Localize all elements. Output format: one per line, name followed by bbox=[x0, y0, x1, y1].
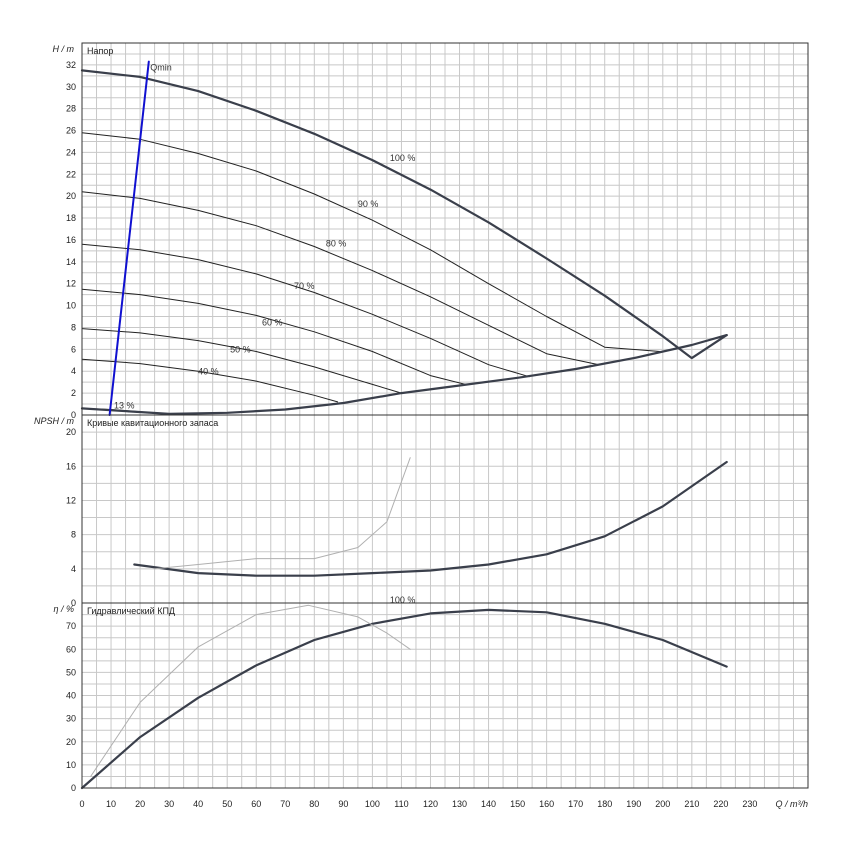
curve-label: 40 % bbox=[198, 367, 219, 377]
y-tick-label: 8 bbox=[71, 530, 76, 540]
x-tick-label: 100 bbox=[365, 799, 380, 809]
panel-title: Кривые кавитационного запаса bbox=[87, 418, 218, 428]
curve-label: 70 % bbox=[294, 281, 315, 291]
series-line bbox=[90, 604, 411, 777]
y-tick-label: 22 bbox=[66, 169, 76, 179]
y-tick-label: 18 bbox=[66, 213, 76, 223]
y-tick-label: 12 bbox=[66, 279, 76, 289]
y-tick-label: 4 bbox=[71, 564, 76, 574]
y-axis-title: H / m bbox=[53, 44, 75, 54]
x-tick-label: 50 bbox=[222, 799, 232, 809]
x-tick-label: 130 bbox=[452, 799, 467, 809]
y-tick-label: 0 bbox=[71, 410, 76, 420]
series-line-Qmin bbox=[108, 60, 150, 416]
y-tick-label: 60 bbox=[66, 644, 76, 654]
x-tick-label: 150 bbox=[510, 799, 525, 809]
y-tick-label: 10 bbox=[66, 760, 76, 770]
series-line bbox=[133, 460, 728, 577]
y-tick-label: 6 bbox=[71, 344, 76, 354]
y-tick-label: 40 bbox=[66, 691, 76, 701]
y-tick-label: 28 bbox=[66, 104, 76, 114]
series-line-50 bbox=[81, 328, 402, 394]
x-tick-label: 210 bbox=[684, 799, 699, 809]
y-tick-label: 2 bbox=[71, 388, 76, 398]
x-tick-label: 120 bbox=[423, 799, 438, 809]
x-tick-label: 90 bbox=[338, 799, 348, 809]
x-tick-label: 160 bbox=[539, 799, 554, 809]
y-tick-label: 16 bbox=[66, 461, 76, 471]
x-tick-label: 110 bbox=[394, 799, 408, 809]
curve-label: 100 % bbox=[390, 595, 416, 605]
x-tick-label: 230 bbox=[742, 799, 757, 809]
y-tick-label: 0 bbox=[71, 783, 76, 793]
y-tick-label: 10 bbox=[66, 301, 76, 311]
y-tick-label: 30 bbox=[66, 82, 76, 92]
series-line-100 bbox=[80, 608, 728, 790]
series-line-40 bbox=[81, 358, 339, 403]
x-tick-label: 220 bbox=[713, 799, 728, 809]
y-tick-label: 12 bbox=[66, 495, 76, 505]
y-tick-label: 26 bbox=[66, 126, 76, 136]
x-tick-label: 70 bbox=[280, 799, 290, 809]
y-tick-label: 20 bbox=[66, 191, 76, 201]
x-axis-title: Q / m³/h bbox=[775, 799, 808, 809]
y-tick-label: 16 bbox=[66, 235, 76, 245]
x-tick-label: 20 bbox=[135, 799, 145, 809]
series-line-100 bbox=[80, 69, 728, 360]
curve-label: 60 % bbox=[262, 317, 283, 327]
y-tick-label: 30 bbox=[66, 714, 76, 724]
y-axis-title: η / % bbox=[53, 604, 74, 614]
curve-label: 100 % bbox=[390, 153, 416, 163]
x-tick-label: 200 bbox=[655, 799, 670, 809]
y-tick-label: 50 bbox=[66, 667, 76, 677]
y-tick-label: 20 bbox=[66, 737, 76, 747]
y-tick-label: 8 bbox=[71, 322, 76, 332]
x-tick-label: 0 bbox=[79, 799, 84, 809]
x-tick-label: 10 bbox=[106, 799, 116, 809]
y-tick-label: 0 bbox=[71, 598, 76, 608]
x-tick-label: 170 bbox=[568, 799, 583, 809]
y-tick-label: 20 bbox=[66, 427, 76, 437]
x-tick-label: 180 bbox=[597, 799, 612, 809]
panel-title: Гидравлический КПД bbox=[87, 606, 175, 616]
y-tick-label: 24 bbox=[66, 147, 76, 157]
series-line-60 bbox=[81, 288, 466, 385]
x-tick-label: 30 bbox=[164, 799, 174, 809]
curve-label: 13 % bbox=[114, 400, 135, 410]
curve-label: 80 % bbox=[326, 239, 347, 249]
y-tick-label: 14 bbox=[66, 257, 76, 267]
x-tick-label: 140 bbox=[481, 799, 496, 809]
y-tick-label: 70 bbox=[66, 621, 76, 631]
panel-title: Напор bbox=[87, 46, 113, 56]
series-line bbox=[80, 334, 728, 415]
curve-label: Qmin bbox=[150, 62, 172, 72]
x-tick-label: 40 bbox=[193, 799, 203, 809]
y-tick-label: 32 bbox=[66, 60, 76, 70]
x-tick-label: 60 bbox=[251, 799, 261, 809]
series-line bbox=[154, 457, 411, 570]
y-axis-title: NPSH / m bbox=[34, 416, 75, 426]
y-tick-label: 4 bbox=[71, 366, 76, 376]
efficiency-panel: 0 10 20 30 40 50 60 70 η / % Гидравлический КПД 10… bbox=[53, 595, 808, 793]
curve-label: 90 % bbox=[358, 199, 379, 209]
series-line-80 bbox=[81, 191, 600, 366]
x-tick-label: 80 bbox=[309, 799, 319, 809]
x-axis: 0 10 20 30 40 50 60 70 80 90 100 110 120 130 140 150 160… bbox=[79, 799, 808, 809]
x-tick-label: 190 bbox=[626, 799, 641, 809]
series-line-70 bbox=[81, 243, 530, 378]
chart-frame bbox=[81, 42, 809, 789]
series-line-90 bbox=[81, 132, 661, 352]
curve-label: 50 % bbox=[230, 345, 251, 355]
